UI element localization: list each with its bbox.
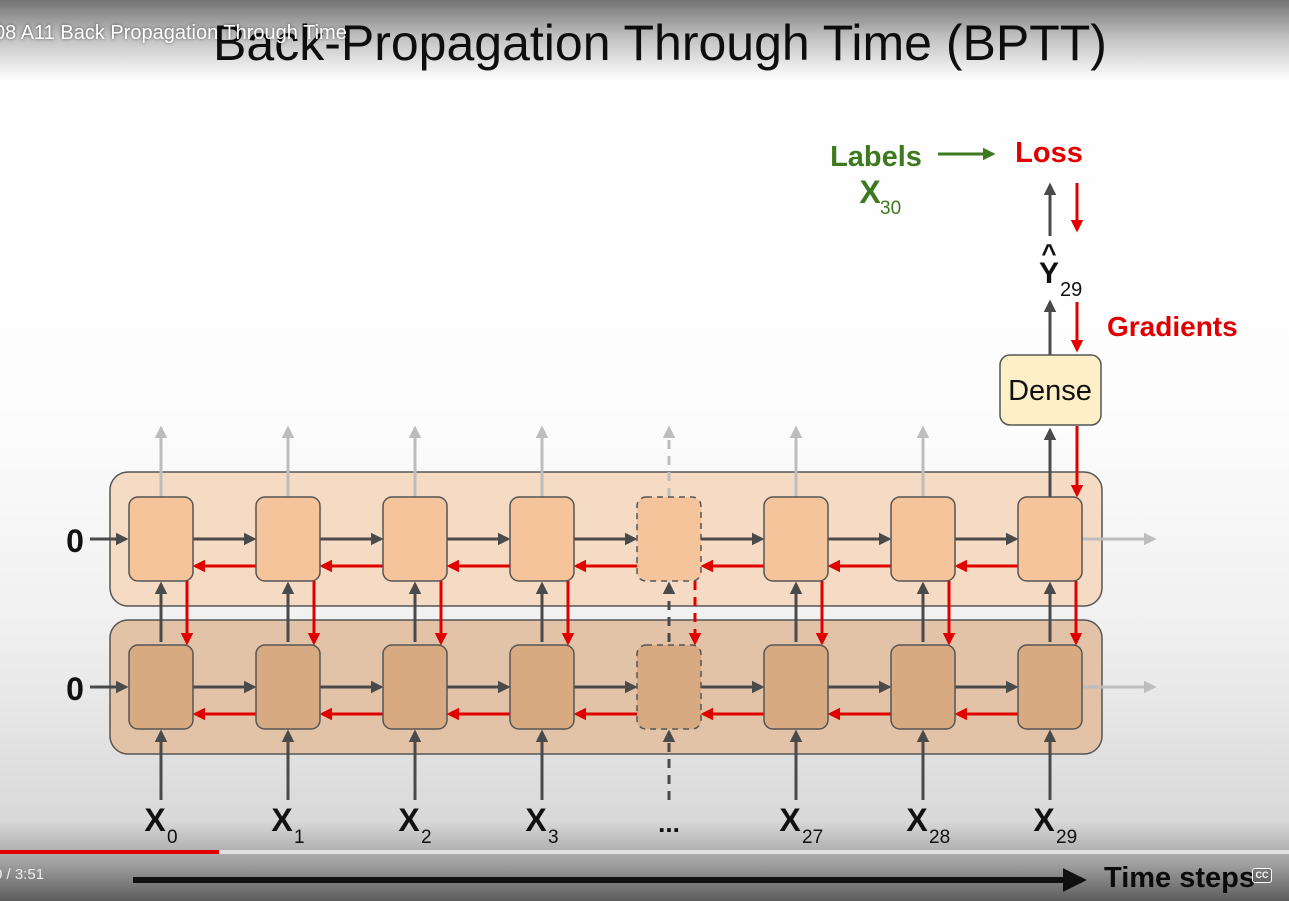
cc-button[interactable]: CC [1252,868,1272,883]
input-label-subscript: 1 [294,827,305,848]
initial-state-bottom: 0 [66,671,84,707]
input-label-symbol: X [525,802,547,838]
rnn-cell-bottom [763,644,829,730]
input-label-symbol: X [398,802,420,838]
progress-loaded [0,850,1289,854]
dense-layer-box [999,354,1102,426]
input-label-subscript: 29 [1056,827,1077,848]
rnn-cell-top [255,496,321,582]
labels-subscript: 30 [880,198,901,219]
diagram-links [90,182,1157,800]
labels-symbol: X [859,174,881,210]
prediction-symbol: Y [1039,257,1059,290]
rnn-cell-top [1017,496,1083,582]
rnn-cell-bottom [382,644,448,730]
input-label-symbol: ... [658,808,680,838]
rnn-cells [128,496,1083,730]
rnn-cell-top [128,496,194,582]
input-label-symbol: X [906,802,928,838]
rnn-cell-bottom [636,644,702,730]
prediction-subscript: 29 [1060,279,1082,301]
rnn-cell-bottom [128,644,194,730]
input-label-symbol: X [271,802,293,838]
input-label-subscript: 27 [802,827,823,848]
rnn-cell-top [509,496,575,582]
rnn-cell-top [636,496,702,582]
input-label-subscript: 0 [167,827,178,848]
rnn-cell-bottom [509,644,575,730]
progress-bar[interactable] [0,850,1289,854]
loss-text: Loss [1015,137,1083,169]
rnn-cell-top [890,496,956,582]
input-label-symbol: X [1033,802,1055,838]
time-axis-label: Time steps [1104,862,1255,894]
initial-state-top: 0 [66,523,84,559]
rnn-cell-bottom [890,644,956,730]
input-label-subscript: 3 [548,827,559,848]
gradients-text: Gradients [1107,311,1238,342]
time-display: 0 / 3:51 [0,866,45,883]
progress-played [0,850,220,854]
prediction-hat: ^ [1041,238,1056,268]
input-label-subscript: 2 [421,827,432,848]
dense-layer-label: Dense [1008,375,1092,407]
rnn-cell-top [763,496,829,582]
rnn-cell-top [382,496,448,582]
input-label-subscript: 28 [929,827,950,848]
rnn-cell-bottom [255,644,321,730]
input-label-symbol: X [779,802,801,838]
video-title[interactable]: 08 A11 Back Propagation Through Time [0,22,347,44]
input-label-symbol: X [144,802,166,838]
input-labels: X 0 X 1 X 2 X 3... X 27 X 28 X 29 [144,802,1077,848]
rnn-cell-bottom [1017,644,1083,730]
slide-title: Back-Propagation Through Time (BPTT) [213,15,1107,71]
labels-text: Labels [830,141,922,173]
